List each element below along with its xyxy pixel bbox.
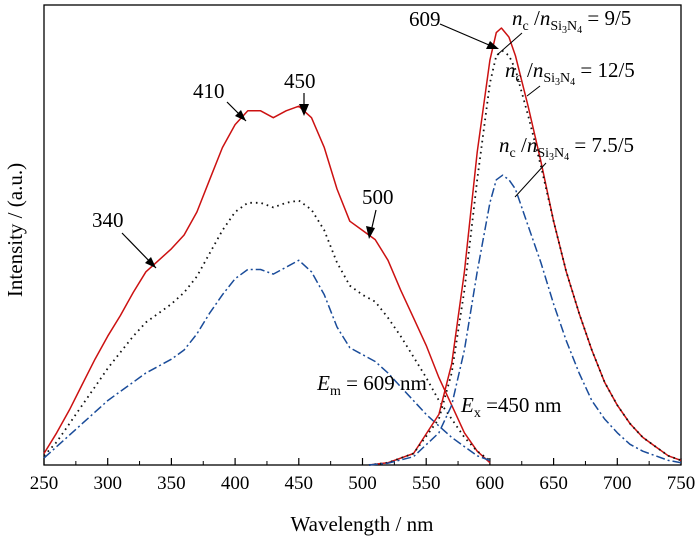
ratio-red-c: c [523, 19, 529, 34]
x-tick-label-400: 400 [221, 473, 250, 494]
annotation-450: 450 [284, 69, 316, 116]
emission-series-dotted-line [368, 50, 682, 466]
annotation-500: 500 [362, 185, 394, 239]
annotation-340: 340 [92, 208, 157, 269]
ratio-red-n2: n [540, 6, 551, 30]
ratio-dot-slash: / [522, 58, 533, 82]
ratio-dot-leader [526, 85, 541, 97]
annotation-609-arrowhead [486, 41, 499, 49]
x-tick-label-350: 350 [157, 473, 186, 494]
x-ticks: 250 300 350 400 450 500 550 600 650 700 750 [30, 458, 696, 494]
ratio-dot-c: c [516, 71, 522, 86]
ex-label-e: E [460, 393, 474, 417]
svg-text:nc /nSi3N4 = 9/5: nc /nSi3N4 = 9/5 [512, 6, 631, 36]
ratio-label-blue: nc /nSi3N4 = 7.5/5 [499, 133, 634, 198]
ratio-dot-sub4: 4 [570, 77, 575, 88]
em-label: Em = 609 nm [316, 371, 427, 399]
ratio-blue-value: = 7.5/5 [569, 133, 634, 157]
annotation-609-arrow [439, 23, 497, 49]
emission-series-dashdot-line [368, 174, 682, 466]
x-tick-label-750: 750 [667, 473, 696, 494]
em-label-e: E [316, 371, 330, 395]
annotation-500-text: 500 [362, 185, 394, 209]
x-tick-label-600: 600 [476, 473, 505, 494]
annotation-609-text: 609 [409, 7, 441, 31]
ratio-dot-value: = 12/5 [575, 58, 635, 82]
annotation-450-text: 450 [284, 69, 316, 93]
annotation-410: 410 [193, 79, 247, 122]
ratio-dot-subN: N [560, 71, 570, 86]
ratio-red-subN: N [567, 19, 577, 34]
ex-label-value: =450 nm [481, 393, 562, 417]
excitation-series-dotted-line [43, 199, 491, 462]
annotation-340-arrowhead [145, 257, 156, 268]
em-label-sub: m [330, 384, 341, 399]
ratio-blue-n2: n [527, 133, 538, 157]
ratio-label-dotted: nc /nSi3N4 = 12/5 [505, 58, 635, 97]
ratio-blue-sub3: 3 [549, 152, 554, 163]
ratio-label-red: nc /nSi3N4 = 9/5 [496, 6, 631, 56]
x-tick-label-500: 500 [348, 473, 377, 494]
x-axis-label: Wavelength / nm [291, 512, 434, 536]
annotation-450-arrowhead [299, 104, 309, 116]
ratio-red-n: n [512, 6, 523, 30]
svg-text:nc /nSi3N4 = 7.5/5: nc /nSi3N4 = 7.5/5 [499, 133, 634, 163]
ratio-red-sub: Si [550, 19, 562, 34]
annotation-340-text: 340 [92, 208, 124, 232]
ratio-red-value: = 9/5 [582, 6, 631, 30]
series-layer [43, 27, 682, 466]
x-tick-label-250: 250 [30, 473, 59, 494]
y-axis-label: Intensity / (a.u.) [3, 163, 27, 297]
x-tick-label-550: 550 [412, 473, 441, 494]
ratio-red-leader [496, 32, 523, 56]
ratio-red-sub4: 4 [577, 25, 582, 36]
annotation-500-arrowhead [366, 226, 375, 239]
ratio-red-slash: / [529, 6, 540, 30]
ratio-blue-subN: N [554, 146, 564, 161]
x-tick-label-300: 300 [93, 473, 122, 494]
x-tick-label-450: 450 [285, 473, 314, 494]
x-tick-label-650: 650 [539, 473, 568, 494]
ex-label: Ex =450 nm [460, 393, 562, 421]
ratio-blue-c: c [510, 146, 516, 161]
ratio-blue-leader [514, 162, 547, 198]
ratio-dot-sub: Si [543, 71, 555, 86]
ratio-dot-n: n [505, 58, 516, 82]
em-label-value: = 609 nm [341, 371, 427, 395]
x-tick-label-700: 700 [603, 473, 632, 494]
ratio-blue-sub4: 4 [564, 152, 569, 163]
annotation-410-arrowhead [235, 110, 246, 121]
ratio-blue-n: n [499, 133, 510, 157]
ratio-dot-n2: n [533, 58, 544, 82]
ratio-blue-sub: Si [537, 146, 549, 161]
ex-label-sub: x [474, 406, 481, 421]
annotation-609: 609 [409, 7, 499, 49]
ratio-dot-sub3: 3 [555, 77, 560, 88]
ratio-red-sub3: 3 [562, 25, 567, 36]
svg-text:nc /nSi3N4 = 12/5: nc /nSi3N4 = 12/5 [505, 58, 635, 88]
excitation-series-dashdot-line [43, 259, 491, 462]
annotation-410-text: 410 [193, 79, 225, 103]
excitation-series-solid-line [43, 105, 491, 464]
ratio-blue-slash: / [516, 133, 527, 157]
